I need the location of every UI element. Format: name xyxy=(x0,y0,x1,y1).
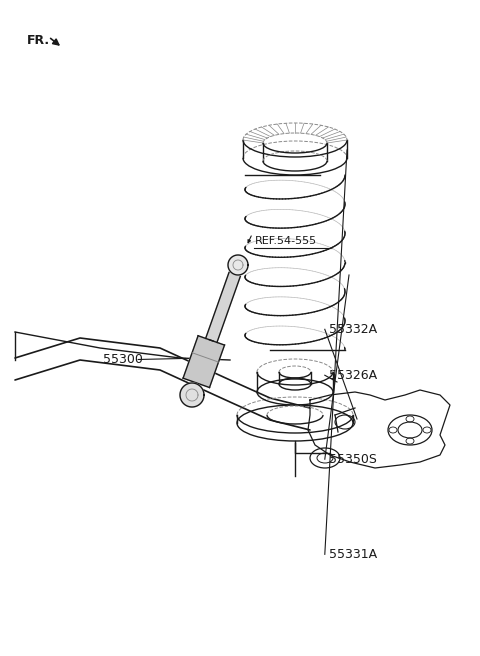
Text: REF.54-555: REF.54-555 xyxy=(254,236,316,247)
Text: 55300: 55300 xyxy=(103,353,143,366)
Polygon shape xyxy=(183,336,225,388)
Polygon shape xyxy=(180,383,204,407)
Text: 55326A: 55326A xyxy=(329,369,377,382)
Text: 55332A: 55332A xyxy=(329,323,377,336)
Text: 55350S: 55350S xyxy=(329,453,377,466)
Polygon shape xyxy=(205,272,240,342)
Text: 55331A: 55331A xyxy=(329,548,377,561)
Text: FR.: FR. xyxy=(26,34,49,47)
Polygon shape xyxy=(228,255,248,275)
